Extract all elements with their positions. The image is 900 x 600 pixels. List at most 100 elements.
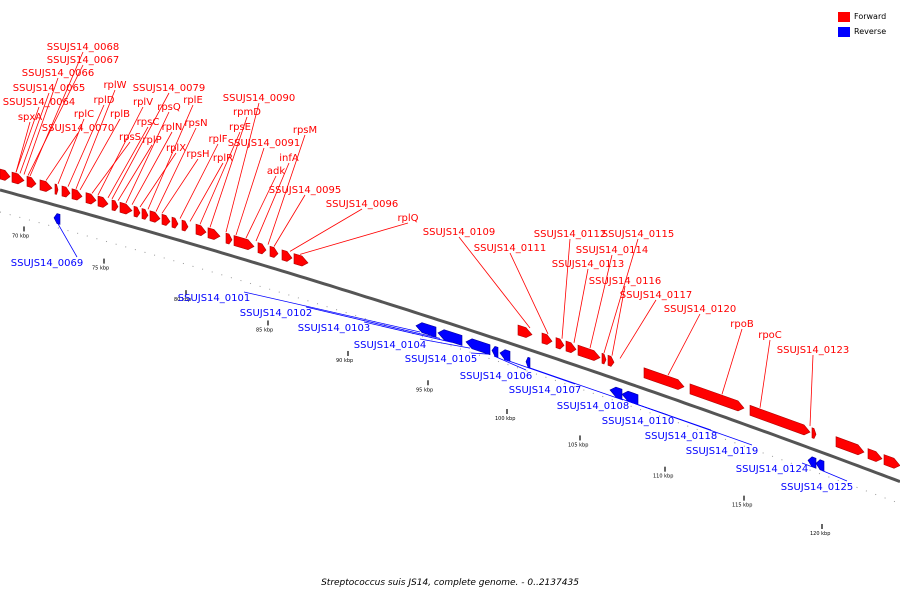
forward-label-leader: [619, 299, 657, 359]
forward-label-leader: [179, 143, 219, 219]
forward-label-leader: [29, 51, 84, 177]
forward-gene-arrow: [689, 383, 745, 412]
forward-label-leader: [57, 118, 85, 185]
forward-gene-label: SSUJS14_0111: [474, 243, 547, 254]
forward-gene-label: rplQ: [397, 213, 418, 224]
forward-label-leader: [245, 175, 277, 239]
legend-item-reverse: Reverse: [838, 24, 886, 39]
forward-gene-label: rplF: [209, 134, 228, 145]
forward-label-leader: [19, 92, 50, 174]
reverse-label-leader: [305, 306, 441, 339]
reverse-gene-arrow: [415, 322, 437, 338]
forward-gene-arrow: [149, 210, 161, 223]
forward-gene-label: rplN: [162, 122, 183, 133]
scale-tick-label: 95 kbp: [416, 387, 433, 393]
forward-gene-label: SSUJS14_0096: [326, 199, 399, 210]
forward-gene-label: SSUJS14_0123: [777, 345, 850, 356]
forward-gene-label: rpsE: [229, 122, 251, 133]
forward-gene-arrow: [26, 175, 37, 188]
forward-gene-arrow: [577, 344, 601, 361]
forward-gene-label: rpsQ: [157, 102, 181, 113]
reverse-gene-arrow: [437, 329, 463, 346]
reverse-label-leader: [821, 470, 848, 482]
forward-gene-arrow: [601, 352, 607, 365]
genome-backbone: [0, 188, 900, 484]
forward-gene-arrow: [643, 367, 685, 390]
forward-gene-arrow: [161, 213, 171, 226]
scale-tick-label: 75 kbp: [92, 266, 109, 272]
forward-gene-label: SSUJS14_0113: [552, 259, 625, 270]
reverse-label-leader: [470, 352, 489, 355]
reverse-gene-label: SSUJS14_0105: [405, 354, 478, 365]
scale-tick-label: 105 kbp: [568, 442, 588, 448]
scale-tick-label: 80 kbp: [174, 297, 191, 303]
reverse-gene-arrow: [465, 338, 491, 356]
forward-gene-label: SSUJS14_0112: [534, 229, 607, 240]
forward-gene-arrow: [171, 216, 179, 229]
forward-label-leader: [155, 127, 197, 212]
forward-gene-label: SSUJS14_0116: [589, 276, 662, 287]
forward-gene-arrow: [85, 192, 97, 205]
forward-label-leader: [27, 64, 84, 176]
legend-reverse-label: Reverse: [854, 27, 887, 36]
forward-gene-arrow: [61, 185, 71, 198]
reverse-swatch: [838, 26, 850, 37]
forward-gene-label: SSUJS14_0066: [22, 68, 95, 79]
forward-gene-arrow: [233, 235, 255, 251]
forward-gene-arrow: [39, 179, 53, 192]
forward-gene-label: spxA: [18, 112, 42, 123]
forward-label-leader: [97, 106, 144, 196]
legend: Forward Reverse: [838, 9, 886, 39]
forward-label-leader: [125, 111, 170, 204]
forward-gene-label: SSUJS14_0065: [13, 83, 86, 94]
forward-gene-label: rplW: [103, 80, 126, 91]
forward-gene-label: SSUJS14_0114: [576, 245, 649, 256]
reverse-label-leader: [493, 355, 527, 371]
forward-gene-arrow: [11, 171, 25, 185]
forward-gene-label: SSUJS14_0064: [3, 97, 76, 108]
forward-label-leader: [147, 104, 194, 210]
reverse-gene-label: SSUJS14_0104: [354, 340, 427, 351]
forward-label-leader: [573, 268, 589, 343]
forward-gene-label: rpoC: [758, 330, 782, 341]
forward-gene-arrow: [133, 205, 141, 218]
reverse-gene-label: SSUJS14_0107: [509, 385, 582, 396]
forward-gene-label: rplD: [94, 95, 115, 106]
forward-gene-arrow: [0, 168, 11, 181]
forward-label-leader: [79, 118, 121, 191]
legend-item-forward: Forward: [838, 9, 886, 24]
forward-label-leader: [111, 92, 170, 200]
forward-label-leader: [458, 236, 531, 329]
forward-label-leader: [611, 285, 626, 356]
scale-tick-label: 120 kbp: [810, 531, 830, 537]
forward-gene-arrow: [119, 201, 133, 215]
reverse-label-leader: [635, 403, 753, 446]
reverse-gene-label: SSUJS14_0106: [460, 371, 533, 382]
forward-gene-label: rplC: [74, 109, 94, 120]
forward-label-leader: [107, 126, 149, 199]
forward-gene-label: rpmD: [233, 107, 261, 118]
forward-label-leader: [91, 141, 131, 194]
forward-gene-label: SSUJS14_0109: [423, 227, 496, 238]
scale-tick-label: 115 kbp: [732, 503, 752, 509]
forward-label-leader: [15, 106, 40, 173]
forward-label-leader: [15, 121, 31, 173]
reverse-gene-label: SSUJS14_0124: [736, 464, 809, 475]
reverse-gene-label: SSUJS14_0069: [11, 258, 84, 269]
forward-gene-label: SSUJS14_0115: [602, 229, 675, 240]
forward-label-leader: [139, 152, 177, 208]
forward-label-leader: [289, 208, 363, 252]
reverse-gene-label: SSUJS14_0110: [602, 416, 675, 427]
forward-label-leader: [23, 77, 59, 175]
forward-gene-label: rplP: [142, 135, 161, 146]
forward-gene-label: SSUJS14_0068: [47, 42, 120, 53]
forward-label-leader: [199, 131, 241, 225]
forward-gene-arrow: [207, 227, 221, 240]
forward-gene-label: rplB: [110, 109, 130, 120]
forward-gene-arrow: [257, 242, 267, 255]
forward-gene-arrow: [555, 337, 565, 350]
legend-forward-label: Forward: [854, 12, 887, 21]
forward-gene-arrow: [749, 404, 811, 436]
scale-tick-label: 70 kbp: [12, 233, 29, 239]
